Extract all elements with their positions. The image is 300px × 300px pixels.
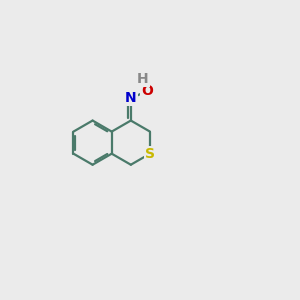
Text: O: O xyxy=(142,84,153,98)
Text: H: H xyxy=(137,72,149,86)
Text: S: S xyxy=(145,147,155,161)
Text: N: N xyxy=(125,92,136,106)
